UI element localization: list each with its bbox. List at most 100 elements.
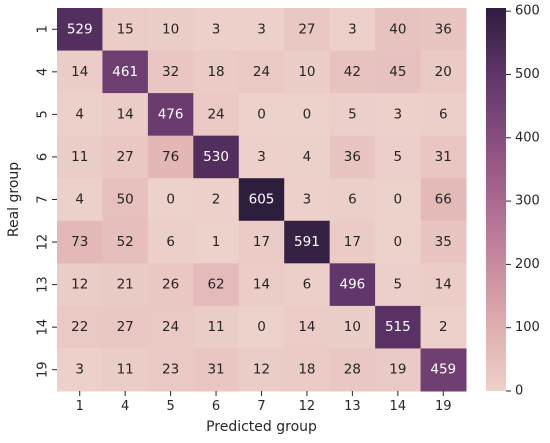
heatmap-cell-r8-c7 <box>375 348 422 392</box>
x-axis-ticks: 1 4 5 6 7 12 13 14 19 <box>76 391 452 414</box>
heatmap-cell-r6-c3 <box>193 263 240 307</box>
heatmap-cell-r1-c4 <box>238 50 285 94</box>
heatmap-cell-r8-c2 <box>147 348 194 392</box>
cell-value-label: 3 <box>394 106 403 122</box>
cell-value-label: 10 <box>298 64 315 80</box>
heatmap-cell-r8-c3 <box>193 348 240 392</box>
cell-value-label: 2 <box>439 319 448 335</box>
cell-value-label: 14 <box>298 319 315 335</box>
y-tick-label: 4 <box>36 68 51 76</box>
cell-value-label: 28 <box>344 362 361 378</box>
heatmap-cell-r5-c3 <box>193 220 240 264</box>
heatmap-cell-r5-c1 <box>102 220 149 264</box>
cell-value-label: 605 <box>249 192 275 208</box>
heatmap-cell-r6-c6 <box>329 263 376 307</box>
cell-value-label: 73 <box>71 234 88 250</box>
cell-value-label: 19 <box>389 362 406 378</box>
cell-value-label: 32 <box>162 64 179 80</box>
cell-value-label: 4 <box>75 192 84 208</box>
cell-value-label: 15 <box>117 21 134 37</box>
cell-value-label: 27 <box>117 149 134 165</box>
cell-value-label: 35 <box>435 234 452 250</box>
heatmap-cell-r5-c5 <box>284 220 331 264</box>
heatmap-cell-r0-c8 <box>420 8 467 52</box>
cell-value-label: 515 <box>385 319 411 335</box>
cell-value-label: 0 <box>257 319 266 335</box>
x-tick-label: 12 <box>299 399 316 414</box>
heatmap-cell-r4-c4 <box>238 178 285 222</box>
cell-value-label: 42 <box>344 64 361 80</box>
cell-value-label: 529 <box>67 21 93 37</box>
cell-value-label: 3 <box>212 21 221 37</box>
cell-value-label: 6 <box>166 234 175 250</box>
x-tick-label: 6 <box>212 399 220 414</box>
heatmap-cell-r0-c6 <box>329 8 376 52</box>
heatmap-cell-r4-c0 <box>57 178 103 222</box>
cell-value-label: 11 <box>71 149 88 165</box>
heatmap-cell-r0-c4 <box>238 8 285 52</box>
heatmap-cell-r2-c8 <box>420 93 467 137</box>
colorbar-tick-label: 300 <box>515 194 540 209</box>
heatmap-cell-r2-c7 <box>375 93 422 137</box>
heatmap-cell-r4-c5 <box>284 178 331 222</box>
heatmap-cell-r0-c1 <box>102 8 149 52</box>
heatmap-cell-r1-c0 <box>57 50 103 94</box>
heatmap-cell-r1-c6 <box>329 50 376 94</box>
heatmap-cell-r6-c5 <box>284 263 331 307</box>
cell-value-label: 5 <box>394 149 403 165</box>
cell-value-label: 3 <box>75 362 84 378</box>
cell-value-label: 11 <box>207 319 224 335</box>
cell-value-label: 66 <box>435 192 452 208</box>
cell-value-label: 1 <box>212 234 221 250</box>
heatmap-cell-r4-c3 <box>193 178 240 222</box>
cell-value-label: 3 <box>348 21 357 37</box>
cell-value-label: 4 <box>75 106 84 122</box>
heatmap-cell-r8-c4 <box>238 348 285 392</box>
heatmap-cell-r0-c0 <box>57 8 103 52</box>
cell-value-label: 18 <box>207 64 224 80</box>
cell-value-label: 0 <box>166 192 175 208</box>
heatmap-cell-r2-c5 <box>284 93 331 137</box>
cell-value-label: 31 <box>435 149 452 165</box>
heatmap-cell-r6-c8 <box>420 263 467 307</box>
heatmap-cell-r8-c5 <box>284 348 331 392</box>
heatmap-cell-r7-c4 <box>238 305 285 349</box>
heatmap-cell-r0-c2 <box>147 8 194 52</box>
cell-value-label: 22 <box>71 319 88 335</box>
cell-value-label: 24 <box>207 106 224 122</box>
y-tick-label: 6 <box>36 153 51 161</box>
heatmap-cell-r6-c2 <box>147 263 194 307</box>
heatmap-cell-r3-c0 <box>57 135 103 179</box>
heatmap-cell-r0-c7 <box>375 8 422 52</box>
y-tick-label: 13 <box>36 276 51 293</box>
heatmap-cell-r7-c0 <box>57 305 103 349</box>
heatmap-cell-r4-c1 <box>102 178 149 222</box>
cell-value-label: 52 <box>117 234 134 250</box>
cell-value-label: 0 <box>394 192 403 208</box>
cell-value-label: 45 <box>389 64 406 80</box>
heatmap-cell-r2-c1 <box>102 93 149 137</box>
heatmap-cell-r5-c4 <box>238 220 285 264</box>
cell-value-label: 14 <box>71 64 88 80</box>
colorbar-tick-label: 400 <box>515 130 540 145</box>
cell-value-label: 20 <box>435 64 452 80</box>
cell-value-label: 36 <box>344 149 361 165</box>
x-tick-label: 19 <box>435 399 452 414</box>
heatmap-cell-r0-c5 <box>284 8 331 52</box>
cell-value-label: 0 <box>303 106 312 122</box>
cell-value-label: 461 <box>112 64 138 80</box>
heatmap-cell-r2-c3 <box>193 93 240 137</box>
x-tick-label: 13 <box>344 399 361 414</box>
heatmap-cell-r8-c8 <box>420 348 467 392</box>
cell-value-label: 10 <box>344 319 361 335</box>
heatmap-cell-r1-c2 <box>147 50 194 94</box>
heatmap-cell-r6-c7 <box>375 263 422 307</box>
colorbar-tick-label: 200 <box>515 257 540 272</box>
x-tick-label: 4 <box>121 399 129 414</box>
cell-value-label: 23 <box>162 362 179 378</box>
heatmap-cell-r3-c6 <box>329 135 376 179</box>
cell-value-label: 6 <box>303 277 312 293</box>
heatmap-cell-r2-c6 <box>329 93 376 137</box>
heatmap-cell-r8-c0 <box>57 348 103 392</box>
